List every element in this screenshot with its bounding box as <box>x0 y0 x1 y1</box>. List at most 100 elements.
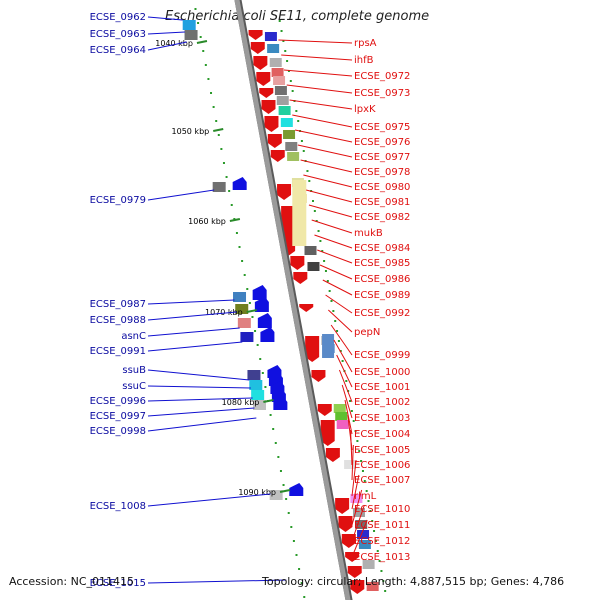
left-gene-label: ECSE_1008 <box>90 501 146 512</box>
scale-dot <box>197 22 200 24</box>
left-leader <box>147 397 253 402</box>
forward-gene-arrow <box>350 580 365 594</box>
scale-dot <box>282 484 285 486</box>
ruler-dot <box>282 40 285 42</box>
right-leader <box>317 249 353 264</box>
left-gene-label: ECSE_0979 <box>90 195 146 206</box>
ruler-dot <box>313 210 316 212</box>
right-leader <box>328 309 353 333</box>
scale-label: 1050 kbp <box>172 127 210 136</box>
right-gene-label: ECSE_1003 <box>354 413 410 424</box>
gene-labels: ECSE_0962 ECSE_0963 ECSE_0964 ECSE_0979 ECSE… <box>90 12 411 589</box>
right-gene-label: rpsA <box>354 38 377 49</box>
right-leader <box>283 69 353 77</box>
right-leader <box>351 489 363 526</box>
forward-gene-arrow <box>267 134 282 148</box>
forward-gene-arrow <box>259 88 274 98</box>
right-gene-label: ECSE_1013 <box>354 552 410 563</box>
ruler-dot <box>284 50 287 52</box>
right-leader <box>292 114 353 128</box>
right-gene-label: lpxK <box>354 104 376 115</box>
reverse-gene-arrow <box>289 483 304 496</box>
ruler-dot <box>306 170 309 172</box>
gene-block <box>273 76 286 85</box>
right-leader <box>338 369 353 403</box>
forward-gene-arrow <box>325 448 340 462</box>
gene-block <box>276 96 289 105</box>
left-gene-label: ECSE_0988 <box>90 315 146 326</box>
reverse-gene-block <box>233 292 247 302</box>
gene-block <box>264 32 277 41</box>
scale-dot <box>228 190 231 192</box>
ruler-dot <box>341 360 344 362</box>
scale-dot <box>220 148 223 150</box>
right-leader <box>351 459 357 497</box>
ruler-dot <box>336 330 339 332</box>
scale-dot <box>251 316 254 318</box>
ruler-dot <box>302 150 305 152</box>
scale-dot <box>272 428 275 430</box>
right-leader <box>303 174 353 188</box>
scale-dot <box>256 344 259 346</box>
right-gene-label: ECSE_0986 <box>354 274 410 285</box>
right-gene-label: ECSE_1000 <box>354 367 410 378</box>
right-gene-label: ECSE_0972 <box>354 71 410 82</box>
ruler-dot <box>360 460 363 462</box>
ruler-dot <box>337 340 340 342</box>
right-leader <box>300 159 353 173</box>
scale-dot <box>277 456 280 458</box>
gene-block <box>269 58 282 67</box>
ruler-dot <box>278 20 281 22</box>
scale-dot <box>241 260 244 262</box>
left-gene-label: ECSE_0962 <box>90 12 146 23</box>
gene-block <box>280 118 293 127</box>
right-gene-label: ECSE_0989 <box>354 290 410 301</box>
ruler-dot <box>365 490 368 492</box>
right-gene-label: ECSE_0977 <box>354 152 410 163</box>
right-leader <box>286 84 353 94</box>
reverse-gene-block <box>212 182 226 192</box>
right-leader <box>351 519 368 558</box>
reverse-gene-block <box>182 20 196 30</box>
scale-dot <box>295 554 298 556</box>
ruler-dot <box>384 590 387 592</box>
right-gene-label: ECSE_0978 <box>354 167 410 178</box>
scale-dot <box>298 568 301 570</box>
scale-dot <box>204 64 207 66</box>
ruler-dot <box>334 320 337 322</box>
scale-dot <box>194 8 197 10</box>
scale-dot <box>210 92 213 94</box>
gene-block <box>357 530 370 539</box>
forward-gene-arrow <box>311 370 326 382</box>
reverse-gene-block <box>253 400 266 410</box>
left-leader <box>147 299 235 305</box>
right-gene-label: ECSE_1007 <box>354 475 410 486</box>
scale-label: 1040 kbp <box>155 39 193 48</box>
ruler-dot <box>373 530 376 532</box>
right-leader <box>351 474 360 510</box>
scale-label: 1080 kbp <box>222 398 260 407</box>
cds-track <box>182 20 379 594</box>
scale-dot <box>303 596 306 598</box>
ruler-dot <box>350 410 353 412</box>
scale-dot <box>246 288 249 290</box>
reverse-gene-arrow <box>254 297 269 312</box>
left-gene-label: ECSE_0997 <box>90 411 146 422</box>
ruler-dot <box>380 570 383 572</box>
mukb-block <box>292 180 307 246</box>
scale-dot <box>217 134 220 136</box>
left-gene-label: asnC <box>121 331 146 342</box>
gene-block <box>358 540 371 549</box>
scale-label: 1090 kbp <box>238 488 276 497</box>
left-gene-label: ECSE_0996 <box>90 396 146 407</box>
reverse-gene-arrow <box>260 327 275 342</box>
gene-block <box>335 412 348 421</box>
reverse-gene-arrow <box>232 177 247 190</box>
scale-dot <box>225 176 228 178</box>
forward-gene-arrow <box>299 304 314 312</box>
right-leader <box>333 339 353 373</box>
left-leader <box>147 311 237 321</box>
right-gene-label: ECSE_1002 <box>354 397 410 408</box>
right-gene-label: ihfB <box>354 55 374 66</box>
right-gene-label: ECSE_1004 <box>354 429 410 440</box>
